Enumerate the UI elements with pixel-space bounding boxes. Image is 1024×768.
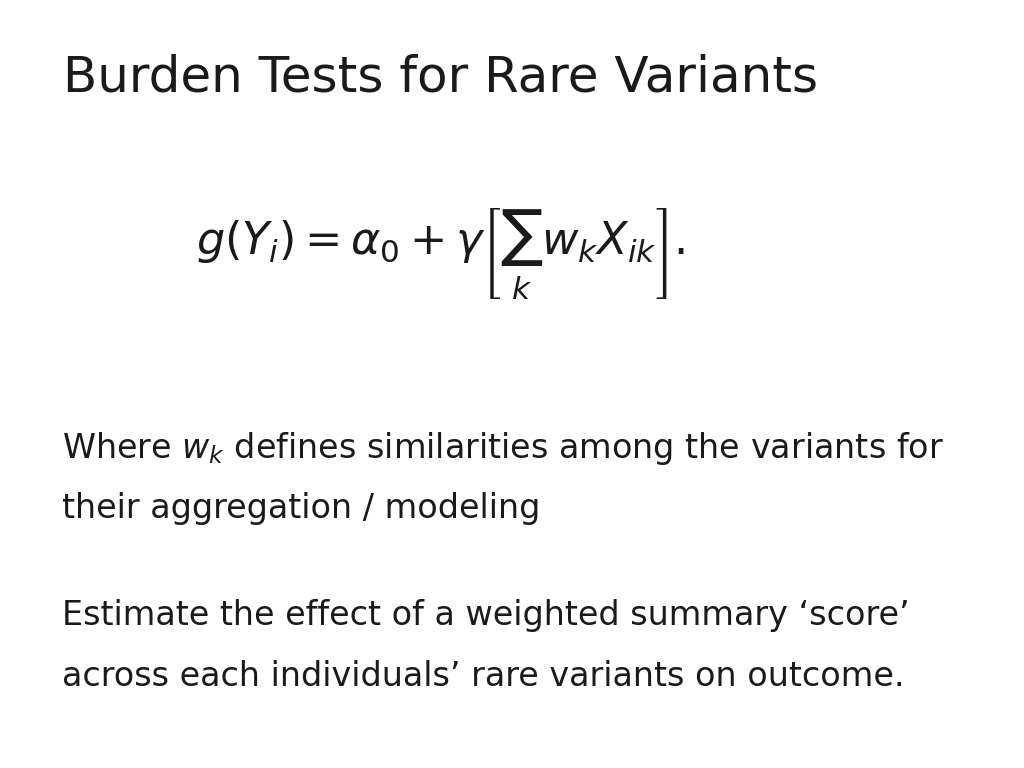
Text: across each individuals’ rare variants on outcome.: across each individuals’ rare variants o… xyxy=(61,660,904,694)
Text: Estimate the effect of a weighted summary ‘score’: Estimate the effect of a weighted summar… xyxy=(61,599,909,632)
Text: their aggregation / modeling: their aggregation / modeling xyxy=(61,492,540,525)
Text: $g(Y_i) = \alpha_0 + \gamma \left[\sum_k w_k X_{ik}\right].$: $g(Y_i) = \alpha_0 + \gamma \left[\sum_k… xyxy=(196,206,685,301)
Text: Burden Tests for Rare Variants: Burden Tests for Rare Variants xyxy=(62,54,817,102)
Text: Where $w_k$ defines similarities among the variants for: Where $w_k$ defines similarities among t… xyxy=(61,430,943,467)
